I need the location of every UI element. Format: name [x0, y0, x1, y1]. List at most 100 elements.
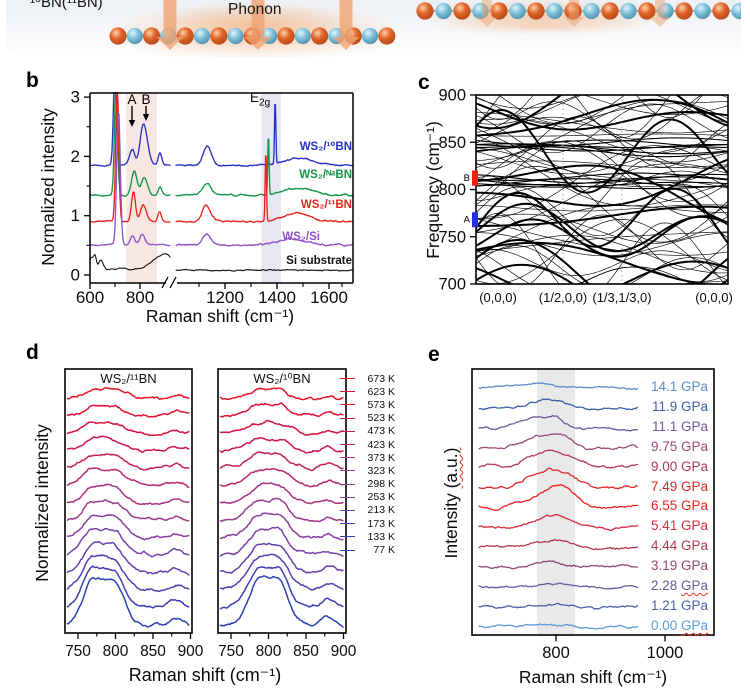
tick-label: 800 [103, 643, 129, 660]
temp-spectrum-0-0 [66, 386, 190, 401]
tick-label: 800 [126, 288, 154, 307]
tick-label: 850 [438, 134, 466, 152]
temp-spectrum-1-2 [219, 419, 344, 436]
boron-atom [527, 2, 545, 20]
pressure-unit: GPa [680, 538, 708, 554]
series-label: WS₂/ᴺᵃBN [299, 169, 352, 181]
spectrum-2 [175, 155, 353, 224]
pressure-value: 3.19 [650, 558, 681, 574]
tick-label: 800 [438, 181, 466, 199]
legend-swatch [340, 470, 355, 472]
tick-label: 900 [331, 643, 357, 660]
nitrogen-atom [193, 27, 211, 45]
phonon-arrow-icon [332, 0, 360, 50]
temp-spectrum-0-9 [66, 527, 190, 558]
boron-atom [675, 2, 693, 20]
pressure-spectrum-12 [478, 623, 639, 630]
spectrum-3 [175, 233, 353, 247]
panel-d-title-11bn: WS₂/¹¹BN [100, 371, 157, 386]
pressure-spectrum-8 [478, 538, 639, 551]
pressure-spectrum-9 [478, 560, 639, 570]
phonon-arrow-icon [649, 0, 671, 27]
boron-atom [176, 27, 194, 45]
pressure-label: 0.00 GPa [588, 618, 708, 633]
pressure-label: 9.75 GPa [588, 439, 708, 454]
pressure-spectrum-4 [478, 449, 639, 469]
pressure-value: 14.1 [650, 379, 681, 394]
boron-atom [277, 27, 295, 45]
annotation-arrow-icon [128, 120, 136, 127]
legend-label: 423 K [367, 438, 395, 451]
pressure-spectrum-3 [478, 432, 639, 451]
annotation-e2g-label: E2g [250, 90, 270, 109]
panel-d-xlabel: Raman shift (cm⁻¹) [128, 665, 282, 685]
pressure-unit: GPa [680, 398, 708, 414]
panel-letter-b: b [26, 69, 39, 92]
legend-swatch [340, 417, 355, 419]
legend-item: 423 K [340, 438, 395, 451]
tick-label: 900 [438, 87, 466, 105]
panel-e-plot: 800 1000 [471, 368, 715, 662]
legend-swatch [340, 536, 355, 538]
legend-item: 77 K [340, 543, 395, 556]
pressure-value: 2.28 [650, 578, 681, 593]
legend-label: 373 K [367, 451, 395, 464]
pressure-spectrum-11 [478, 602, 639, 610]
legend-item: 253 K [340, 491, 395, 504]
nitrogen-atom [509, 2, 526, 20]
temp-spectrum-1-5 [219, 467, 344, 488]
legend-label: 173 K [367, 517, 395, 530]
legend-label: 213 K [367, 504, 395, 517]
pressure-label: 5.41 GPa [588, 518, 708, 533]
nitrogen-atom [227, 27, 244, 45]
nitrogen-atom [620, 2, 637, 20]
boron-atom [109, 27, 127, 45]
pressure-value: 7.49 [650, 478, 681, 494]
annotation-b-label: B [141, 92, 151, 107]
temp-spectrum-1-6 [219, 482, 344, 505]
panel-d-plot: 750 800 850 900 750 800 850 900 [64, 368, 357, 660]
legend-item: 623 K [340, 385, 395, 398]
legend-swatch [340, 549, 355, 551]
temp-spectrum-0-3 [66, 435, 190, 453]
nitrogen-atom [583, 2, 600, 20]
legend-item: 173 K [340, 517, 395, 530]
nitrogen-atom [361, 27, 379, 45]
tick-label: 1200 [206, 288, 244, 307]
marker-label: B [464, 173, 470, 184]
k-path-label: (0,0,0) [695, 290, 733, 305]
pressure-unit: GPa [680, 617, 708, 633]
tick-label: 600 [76, 288, 104, 307]
panel-letter-e: e [428, 343, 440, 366]
panel-c-ylabel: Frequency (cm⁻¹) [423, 121, 443, 259]
panel-b-ylabel: Normalized intensity [38, 108, 58, 266]
pressure-value: 11.1 [651, 418, 681, 434]
temp-spectrum-1-0 [219, 387, 344, 401]
legend-swatch [340, 509, 355, 511]
legend-swatch [340, 457, 355, 459]
pressure-spectrum-1 [478, 398, 639, 411]
tick-label: 800 [256, 643, 282, 660]
legend-item: 133 K [340, 530, 395, 543]
panel-d-title-10bn: WS₂/¹⁰BN [253, 371, 311, 386]
pressure-label: 11.9 GPa [588, 399, 708, 414]
boron-atom [490, 2, 508, 20]
tick-label: 1000 [647, 644, 684, 662]
series-label: WS₂/¹⁰BN [299, 141, 352, 153]
temp-spectrum-0-6 [66, 483, 190, 506]
panel-e-ylabel-text: Intensity [441, 493, 461, 559]
phonon-arrow-icon [563, 0, 585, 27]
series-label: Si substrate [286, 255, 352, 267]
e2g-sub: 2g [259, 97, 271, 109]
pressure-label: 1.21 GPa [588, 598, 708, 613]
series-label: WS₂/¹¹BN [300, 199, 352, 211]
pressure-spectrum-2 [478, 414, 639, 432]
legend-item: 373 K [340, 451, 395, 464]
legend-label: 323 K [367, 464, 395, 477]
legend-label: 133 K [367, 530, 395, 543]
pressure-unit: GPa [680, 498, 708, 514]
tick-label: 800 [542, 644, 570, 662]
pressure-label: 11.1 GPa [588, 419, 708, 434]
tick-label: 1 [71, 206, 80, 225]
